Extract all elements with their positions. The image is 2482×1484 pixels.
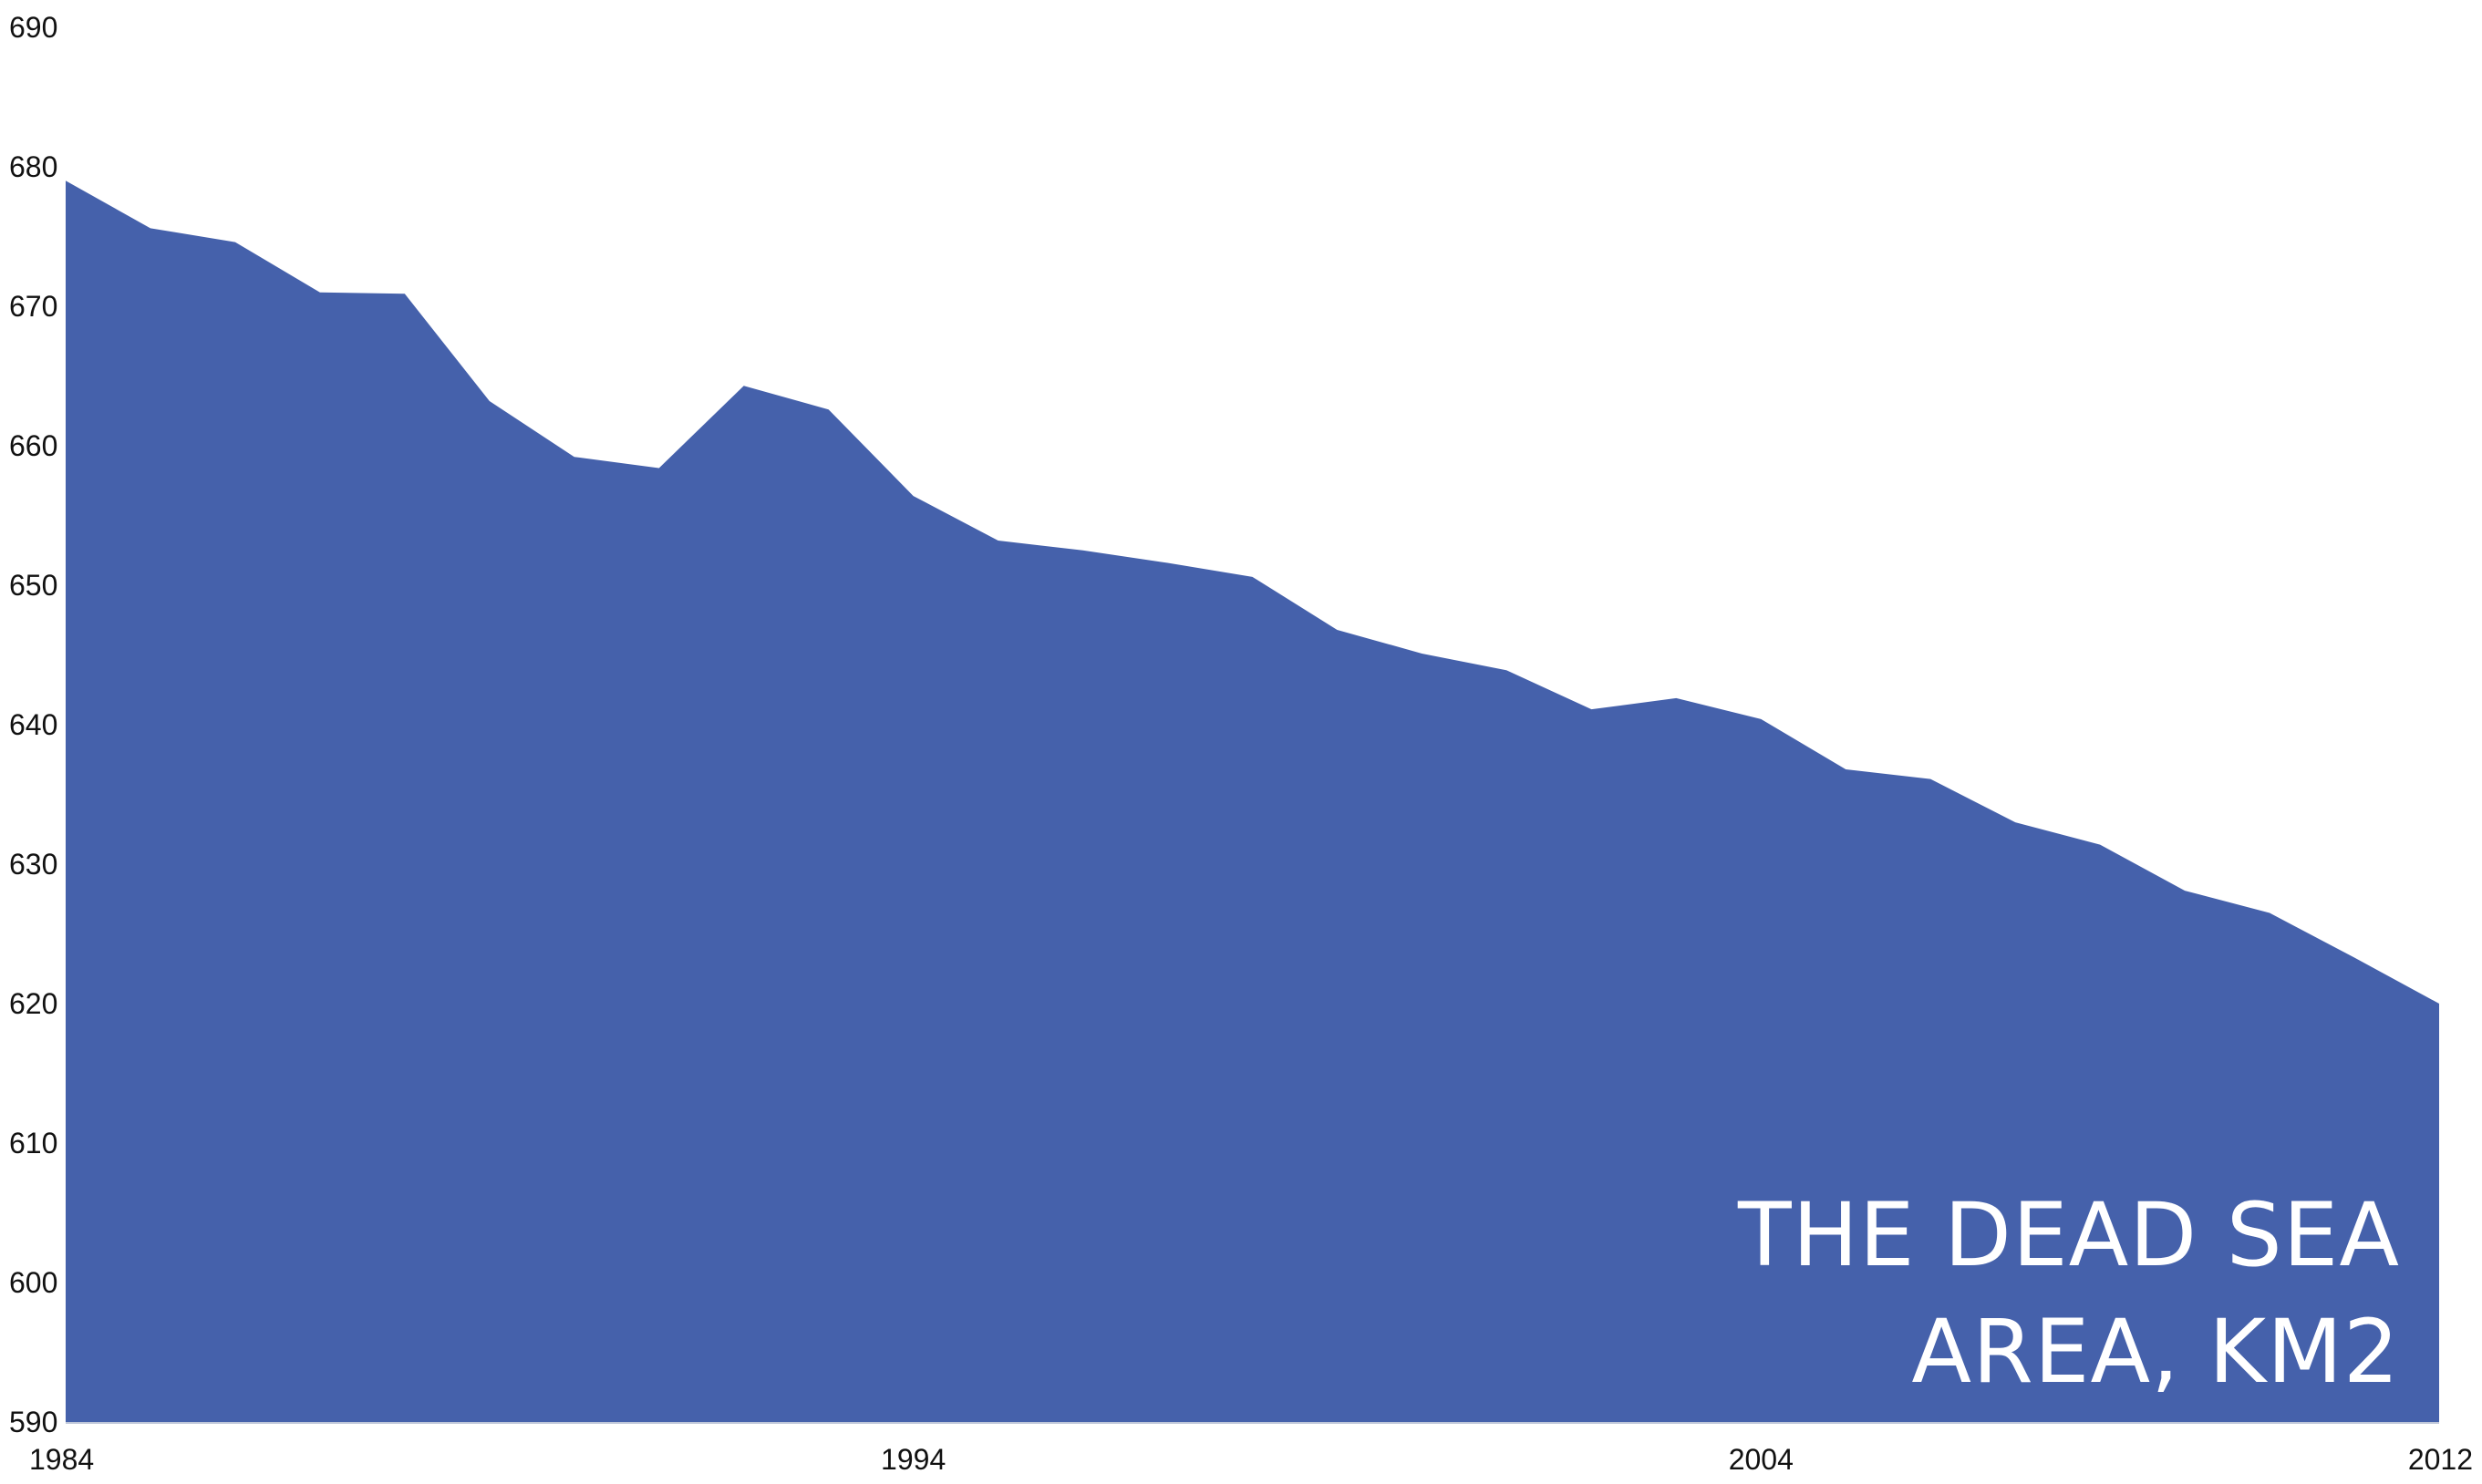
chart-title-line: THE DEAD SEA (1737, 1184, 2400, 1286)
y-tick-label: 590 (9, 1406, 57, 1438)
y-tick-label: 630 (9, 848, 57, 881)
y-axis-ticks: 590 600 610 620 630 640 650 660 670 680 690 (9, 11, 57, 1438)
y-tick-label: 670 (9, 290, 57, 323)
chart-marks (66, 180, 2439, 1424)
y-tick-label: 660 (9, 429, 57, 462)
y-tick-label: 690 (9, 11, 57, 44)
y-tick-label: 620 (9, 987, 57, 1020)
chart-title-line: AREA, KM2 (1911, 1301, 2400, 1403)
y-tick-label: 600 (9, 1266, 57, 1299)
x-tick-label: 1984 (29, 1443, 94, 1476)
x-tick-label: 2004 (1729, 1443, 1794, 1476)
x-tick-label: 2012 (2408, 1443, 2473, 1476)
y-tick-label: 640 (9, 708, 57, 741)
x-tick-label: 1994 (881, 1443, 946, 1476)
x-axis-ticks: 1984 1994 2004 2012 (29, 1443, 2473, 1476)
y-tick-label: 650 (9, 569, 57, 602)
y-tick-label: 680 (9, 150, 57, 183)
chart-title: THE DEAD SEA AREA, KM2 (1737, 1184, 2400, 1403)
area-series (66, 180, 2439, 1422)
y-tick-label: 610 (9, 1127, 57, 1159)
